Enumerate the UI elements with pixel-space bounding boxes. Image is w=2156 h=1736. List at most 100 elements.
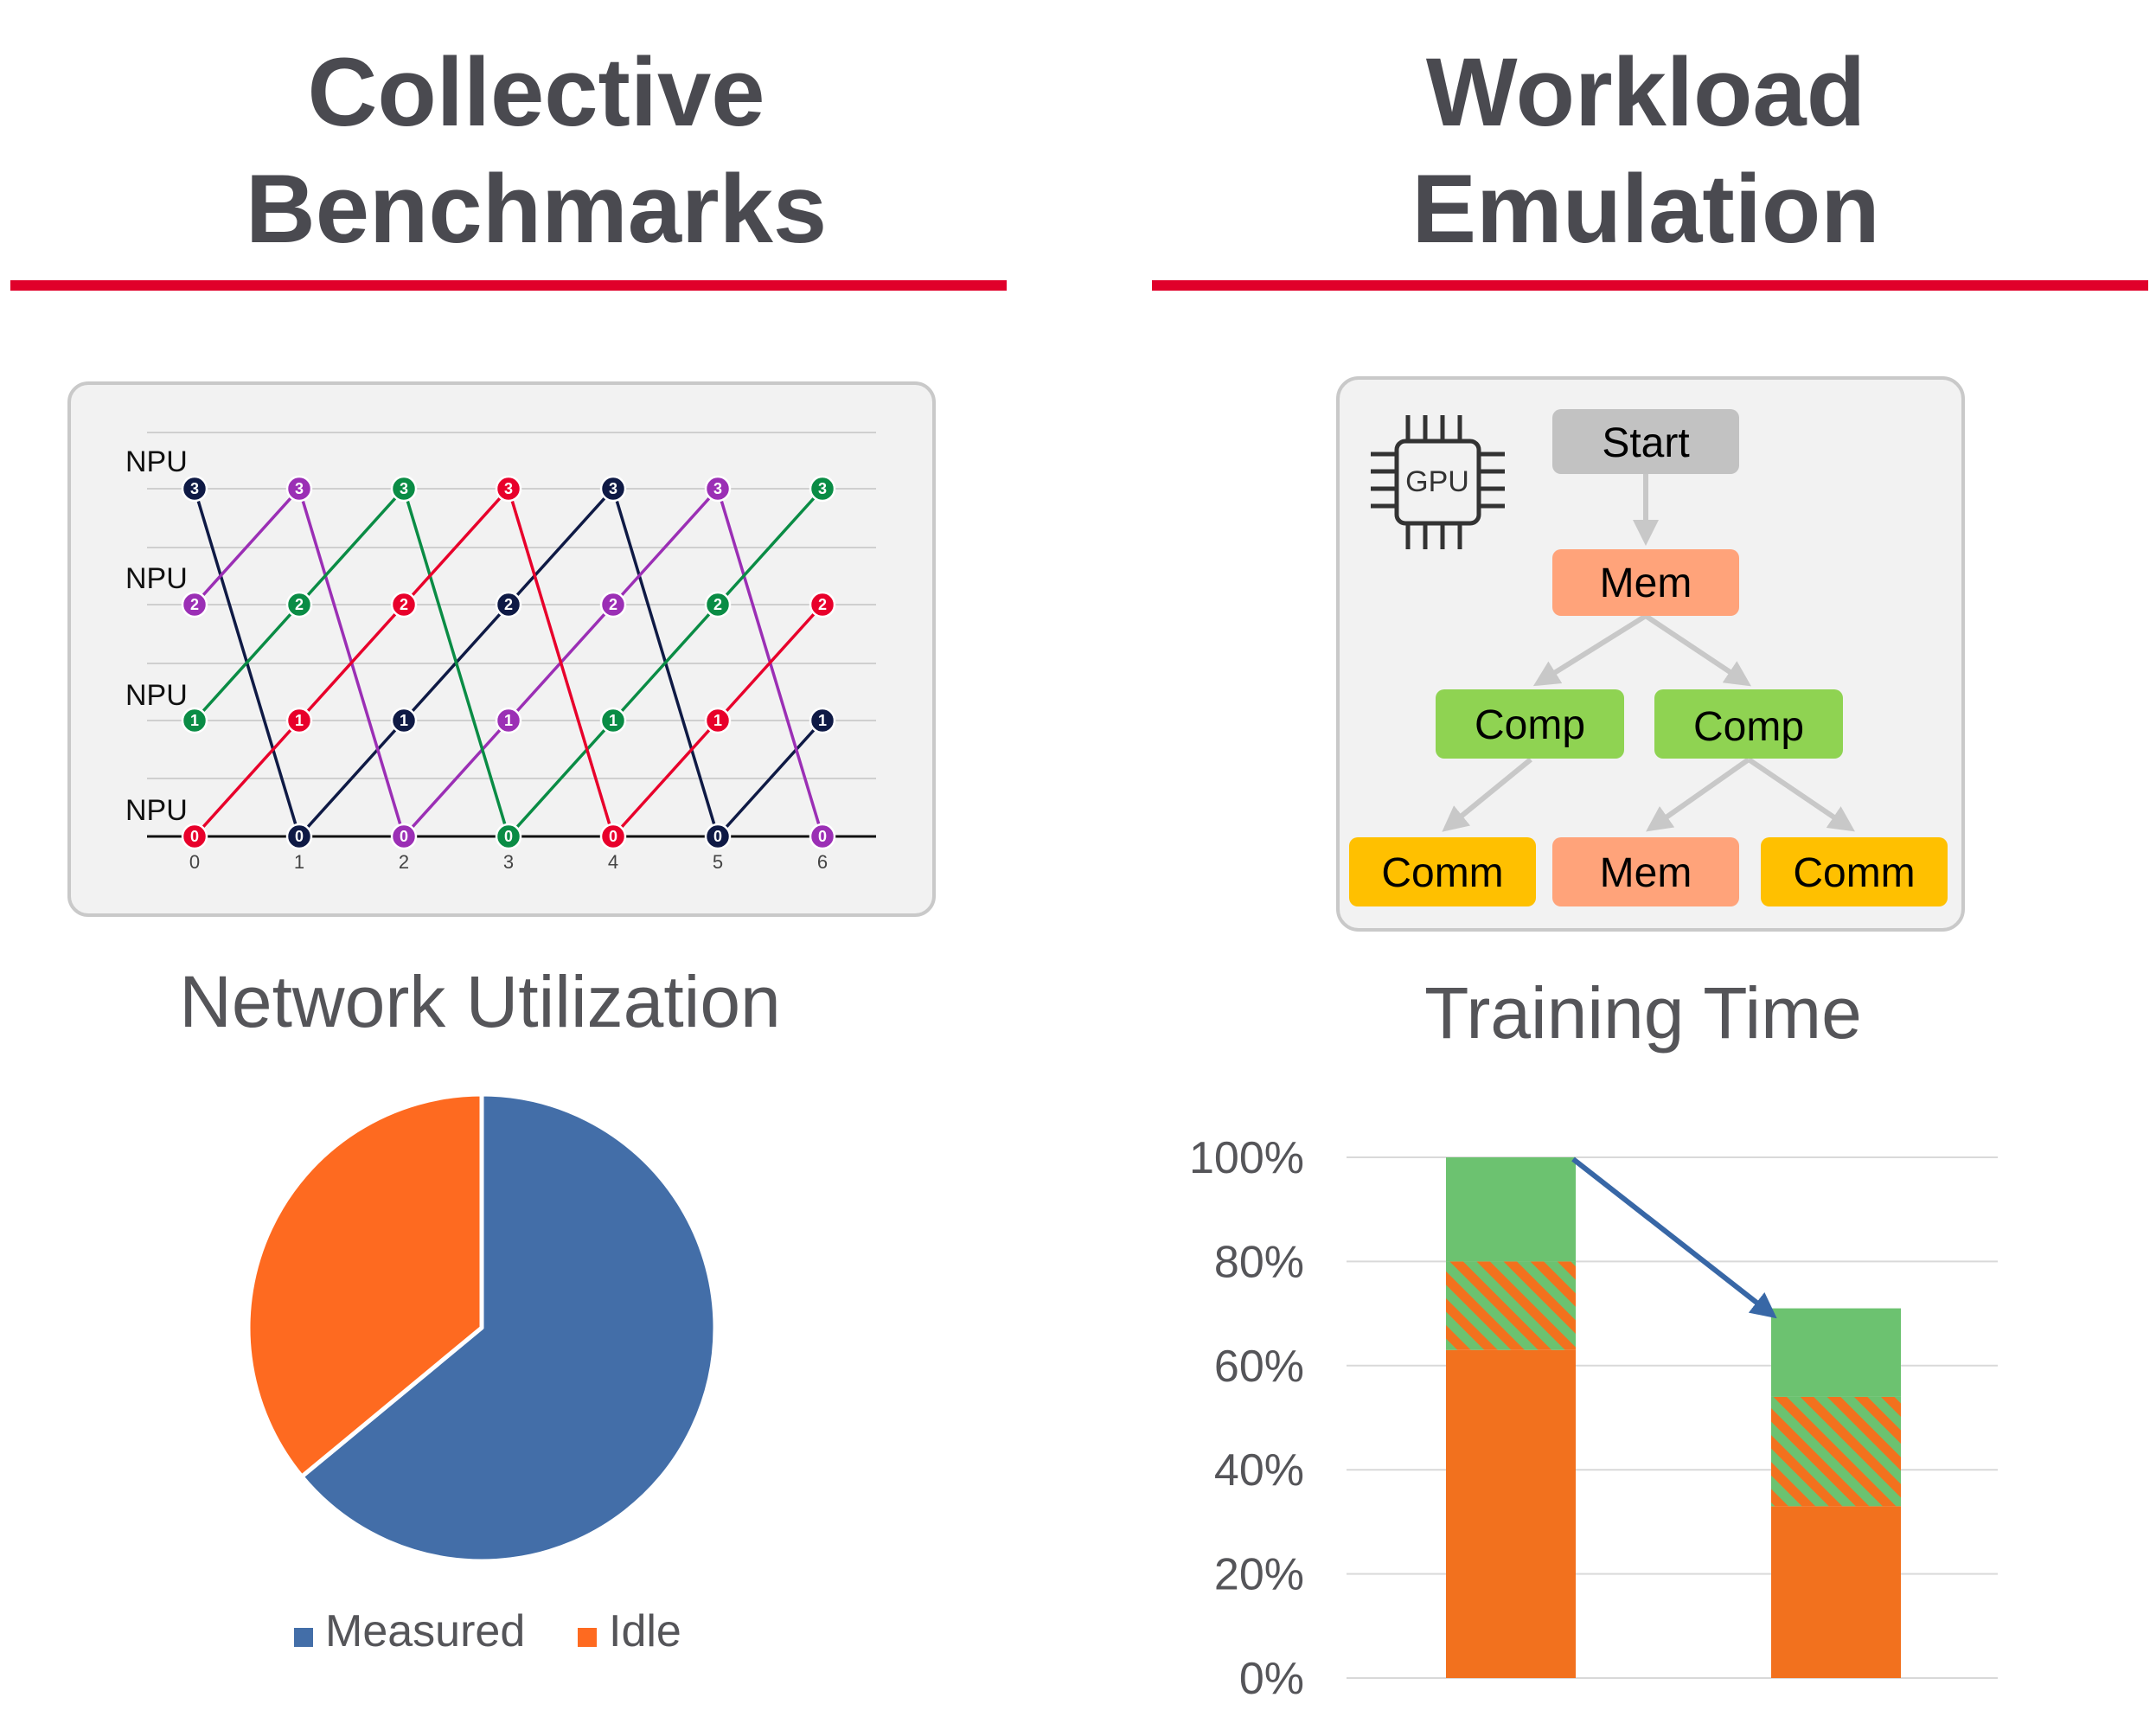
npu-node: 3 <box>599 475 627 503</box>
mem-top-node <box>1552 549 1739 616</box>
npu-node: 3 <box>495 475 522 503</box>
arrow-mem-comp-right <box>1644 613 1751 687</box>
npu-node-label: 2 <box>295 596 304 613</box>
npu-node-label: 2 <box>190 596 199 613</box>
npu-node-label: 3 <box>713 480 722 497</box>
npu-node-label: 2 <box>713 596 722 613</box>
gpu-label: GPU <box>1405 465 1469 498</box>
left-title-line2: Benchmarks <box>246 155 827 263</box>
pie-chart <box>246 1092 718 1564</box>
y-tick-label: 20% <box>1214 1550 1304 1600</box>
comm-right-node <box>1761 837 1948 906</box>
legend-label: Measured <box>325 1606 525 1656</box>
x-tick-label: 3 <box>503 851 514 873</box>
x-tick-label: 6 <box>817 851 828 873</box>
npu-node: 1 <box>809 707 836 734</box>
bar-chart-y-ticks: 0% 20% 40% 60% 80% 100% <box>1189 1133 1304 1704</box>
arrow-comp-right-mem-bottom <box>1646 757 1750 832</box>
npu-node: 3 <box>181 475 208 503</box>
pie-slice-measured <box>299 1092 718 1564</box>
npu-node: 3 <box>285 475 313 503</box>
npu-node: 1 <box>704 707 732 734</box>
bar-segment-solid <box>1446 1349 1576 1678</box>
collective-panel-bg <box>67 381 936 917</box>
npu-node-label: 0 <box>609 828 617 845</box>
npu-node: 1 <box>285 707 313 734</box>
npu-node: 1 <box>181 707 208 734</box>
x-tick-label: 1 <box>294 851 304 873</box>
npu-node-label: 1 <box>504 712 513 729</box>
start-node <box>1552 409 1739 474</box>
npu-node: 0 <box>809 823 836 850</box>
left-title-line1: Collective <box>307 38 765 146</box>
right-title-line1: Workload <box>1426 38 1865 146</box>
right-title-line2: Emulation <box>1411 155 1879 263</box>
npu-node-label: 3 <box>400 480 408 497</box>
legend-label: Idle <box>609 1606 681 1656</box>
npu-node-label: 0 <box>190 828 199 845</box>
arrow-mem-comp-left <box>1532 613 1647 687</box>
npu-node-label: 3 <box>609 480 617 497</box>
comp-right-node-label: Comp <box>1693 704 1804 750</box>
npu-node-label: 1 <box>609 712 617 729</box>
right-subtitle: Training Time <box>1424 972 1862 1054</box>
workload-panel: GPU Start Mem Comp Comp Comm Mem Comm <box>1336 376 1965 932</box>
mem-top-node-label: Mem <box>1600 561 1692 606</box>
mem-bottom-node-label: Mem <box>1600 850 1692 896</box>
npu-node: 1 <box>390 707 418 734</box>
npu-node: 2 <box>390 591 418 618</box>
comp-right-node <box>1654 689 1843 759</box>
pie-slice-idle <box>246 1092 484 1479</box>
x-tick-label: 4 <box>608 851 618 873</box>
npu-node-label: 0 <box>713 828 722 845</box>
y-tick-label: 0% <box>1239 1654 1304 1704</box>
npu-node: 2 <box>704 591 732 618</box>
left-subtitle: Network Utilization <box>179 961 781 1042</box>
y-tick-label: 80% <box>1214 1237 1304 1287</box>
comm-right-node-label: Comm <box>1793 850 1915 896</box>
y-tick-label: 100% <box>1189 1133 1304 1183</box>
comp-left-node-label: Comp <box>1475 702 1585 748</box>
npu-label: NPU <box>125 562 188 595</box>
y-tick-label: 40% <box>1214 1445 1304 1496</box>
npu-node-label: 1 <box>713 712 722 729</box>
npu-node: 2 <box>599 591 627 618</box>
y-tick-label: 60% <box>1214 1342 1304 1392</box>
npu-node-label: 3 <box>818 480 827 497</box>
npu-node: 0 <box>181 823 208 850</box>
npu-node-label: 0 <box>400 828 408 845</box>
legend-swatch <box>294 1628 313 1647</box>
npu-node: 1 <box>599 707 627 734</box>
comp-left-node <box>1436 689 1624 759</box>
mem-bottom-node <box>1552 837 1739 906</box>
x-tick-label: 0 <box>189 851 200 873</box>
right-title-underline <box>1152 280 2148 291</box>
x-tick-label: 5 <box>713 851 723 873</box>
arrow-comp-right-comm-right <box>1747 757 1855 832</box>
npu-node: 0 <box>599 823 627 850</box>
collective-panel: NPU NPU NPU NPU 3 0 1 2 3 0 1 2 3 0 1 2 3 0 1 2 3 0 1 2 3 0 1 2 3 0 1… <box>67 381 936 917</box>
legend-swatch <box>578 1628 597 1647</box>
bar-segment-solid <box>1446 1157 1576 1262</box>
workload-arrows <box>1442 474 1855 832</box>
npu-node-label: 0 <box>818 828 827 845</box>
npu-label: NPU <box>125 445 188 478</box>
npu-node: 2 <box>285 591 313 618</box>
npu-node: 0 <box>390 823 418 850</box>
npu-node-label: 1 <box>818 712 827 729</box>
npu-node-label: 1 <box>295 712 304 729</box>
npu-node: 0 <box>285 823 313 850</box>
npu-node: 2 <box>809 591 836 618</box>
npu-node-label: 2 <box>609 596 617 613</box>
bar-segment-solid <box>1771 1308 1901 1397</box>
npu-node: 2 <box>181 591 208 618</box>
npu-node-label: 1 <box>190 712 199 729</box>
npu-node-label: 1 <box>400 712 408 729</box>
npu-label: NPU <box>125 794 188 827</box>
npu-node-label: 2 <box>400 596 408 613</box>
start-node-label: Start <box>1602 420 1689 466</box>
npu-node-label: 3 <box>190 480 199 497</box>
arrow-comp-left-comm-left <box>1442 757 1532 832</box>
pie-legend: Measured Idle <box>294 1606 681 1656</box>
